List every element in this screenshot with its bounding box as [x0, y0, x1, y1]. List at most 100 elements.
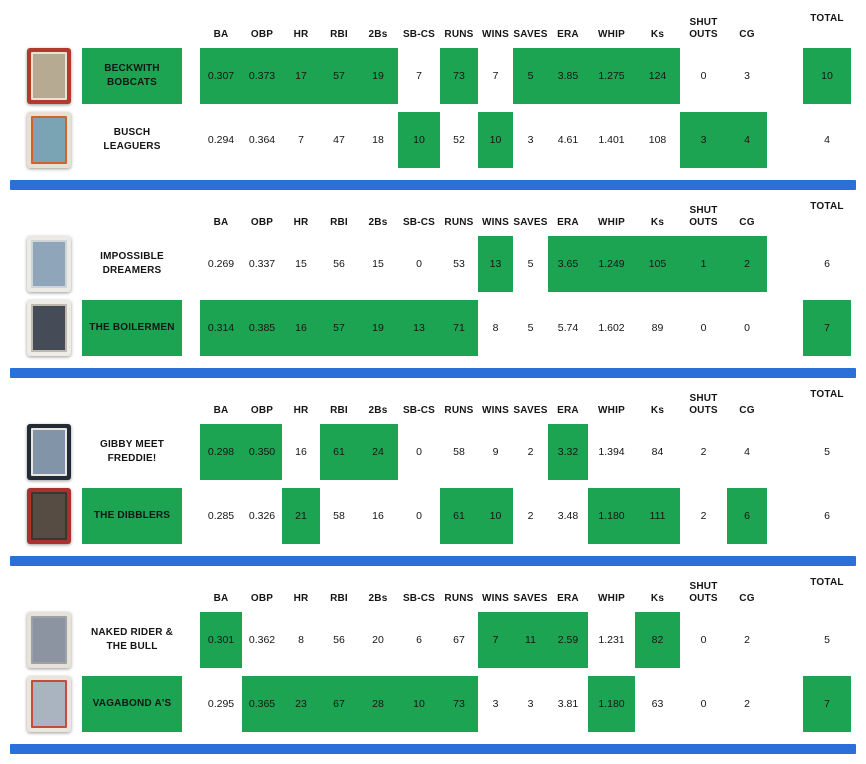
section-divider-bar — [10, 744, 856, 754]
card-photo — [31, 116, 67, 164]
stat-cell-obp: 0.326 — [248, 510, 276, 522]
team-card-cell — [26, 612, 72, 668]
stat-cell-ba: 0.298 — [200, 424, 242, 480]
stat-cell-saves: 5 — [513, 48, 548, 104]
spacer — [851, 424, 863, 480]
spacer — [0, 424, 26, 480]
column-header-saves: SAVES — [513, 404, 548, 416]
column-header-sb-cs: SB-CS — [402, 216, 436, 228]
spacer — [72, 612, 82, 668]
stat-cell-obp: 0.337 — [248, 258, 276, 270]
spacer — [767, 236, 803, 292]
stat-cell-whip: 1.602 — [598, 322, 625, 334]
stat-cell-era: 4.61 — [557, 134, 579, 146]
team-row: VAGABOND A'S 0.295 0.365 23 67 28 10 73 3 3 3.81 1.… — [0, 676, 866, 732]
stat-cell-cg: 2 — [744, 698, 750, 710]
team-name: NAKED RIDER & THE BULL — [90, 627, 174, 652]
team-row: THE DIBBLERS 0.285 0.326 21 58 16 0 61 10 2 3.48 1.… — [0, 488, 866, 544]
stat-cell-whip: 1.180 — [588, 488, 635, 544]
stat-cell-2bs: 15 — [372, 258, 384, 270]
stat-cell-hr: 7 — [298, 134, 304, 146]
stat-cell-rbi: 58 — [333, 510, 345, 522]
column-header-era: ERA — [557, 592, 579, 604]
team-card-thumbnail — [27, 236, 71, 292]
stat-cell-cg: 2 — [727, 236, 767, 292]
spacer — [72, 236, 82, 292]
stat-cell-cg: 2 — [744, 634, 750, 646]
column-header-ks: Ks — [650, 592, 665, 604]
stat-cell-ba: 0.301 — [200, 612, 242, 668]
stat-cell-shut-outs: 0 — [700, 322, 707, 334]
stat-cell-whip: 1.231 — [598, 634, 625, 646]
stat-cell-saves: 2 — [527, 446, 534, 458]
stat-cell-saves: 5 — [527, 258, 534, 270]
spacer — [72, 488, 82, 544]
column-header-total: TOTAL — [810, 13, 844, 24]
spacer — [72, 424, 82, 480]
section-divider-bar — [10, 556, 856, 566]
stat-cell-ks: 89 — [651, 322, 664, 334]
stat-cell-saves: 2 — [527, 510, 534, 522]
stat-cell-sb-cs: 0 — [416, 258, 422, 270]
stat-cell-ks: 105 — [635, 236, 680, 292]
spacer — [851, 676, 863, 732]
spacer — [851, 112, 863, 168]
team-name: THE BOILERMEN — [82, 300, 182, 356]
team-card-thumbnail — [27, 676, 71, 732]
team-card-thumbnail — [27, 612, 71, 668]
column-header-ba: BA — [213, 216, 229, 228]
stat-cell-ba: 0.285 — [207, 510, 235, 522]
column-header-wins: WINS — [482, 592, 509, 604]
stat-cell-wins: 10 — [478, 112, 513, 168]
column-header-runs: RUNS — [444, 592, 474, 604]
stat-cell-whip: 1.275 — [588, 48, 635, 104]
spacer — [0, 112, 26, 168]
stat-cell-ba: 0.269 — [207, 258, 235, 270]
total-cell: 6 — [824, 258, 830, 270]
team-row: NAKED RIDER & THE BULL 0.301 0.362 8 56 20 6 67… — [0, 612, 866, 668]
stat-cell-era: 3.81 — [557, 698, 579, 710]
stat-cell-shut-outs: 2 — [700, 510, 707, 522]
column-header-ks: Ks — [650, 28, 665, 40]
stat-cell-cg: 6 — [727, 488, 767, 544]
spacer — [72, 676, 82, 732]
spacer — [0, 676, 26, 732]
column-header-whip: WHIP — [598, 28, 625, 40]
stat-cell-2bs: 20 — [372, 634, 384, 646]
spacer — [851, 300, 863, 356]
stat-cell-runs: 61 — [440, 488, 478, 544]
spacer — [851, 488, 863, 544]
spacer — [0, 612, 26, 668]
column-header-cg: CG — [739, 592, 755, 604]
stat-cell-sb-cs: 13 — [398, 300, 440, 356]
stat-cell-hr: 16 — [282, 300, 320, 356]
spacer — [182, 424, 200, 480]
stat-cell-rbi: 67 — [320, 676, 358, 732]
stat-cell-era: 3.32 — [548, 424, 588, 480]
spacer — [767, 300, 803, 356]
stat-cell-shut-outs: 1 — [680, 236, 727, 292]
stat-cell-ks: 124 — [635, 48, 680, 104]
column-header-total: TOTAL — [810, 389, 844, 400]
card-photo — [31, 616, 67, 664]
stat-cell-wins: 7 — [478, 612, 513, 668]
team-card-thumbnail — [27, 488, 71, 544]
stat-cell-sb-cs: 10 — [398, 676, 440, 732]
stat-cell-rbi: 57 — [320, 300, 358, 356]
column-header-2bs: 2Bs — [368, 28, 388, 40]
spacer — [0, 48, 26, 104]
team-row: IMPOSSIBLE DREAMERS 0.269 0.337 15 56 15 0 53 13… — [0, 236, 866, 292]
team-card-thumbnail — [27, 48, 71, 104]
team-name: BECKWITH BOBCATS — [82, 48, 182, 104]
stat-cell-shut-outs: 0 — [700, 634, 707, 646]
spacer — [767, 112, 803, 168]
column-header-hr: HR — [293, 28, 309, 40]
column-header-era: ERA — [557, 216, 579, 228]
column-header-wins: WINS — [482, 216, 509, 228]
column-header-cg: CG — [739, 216, 755, 228]
stat-cell-wins: 9 — [492, 446, 499, 458]
stat-cell-obp: 0.373 — [242, 48, 282, 104]
column-header-rbi: RBI — [330, 28, 348, 40]
stat-cell-hr: 8 — [298, 634, 304, 646]
stat-cell-whip: 1.401 — [598, 134, 625, 146]
